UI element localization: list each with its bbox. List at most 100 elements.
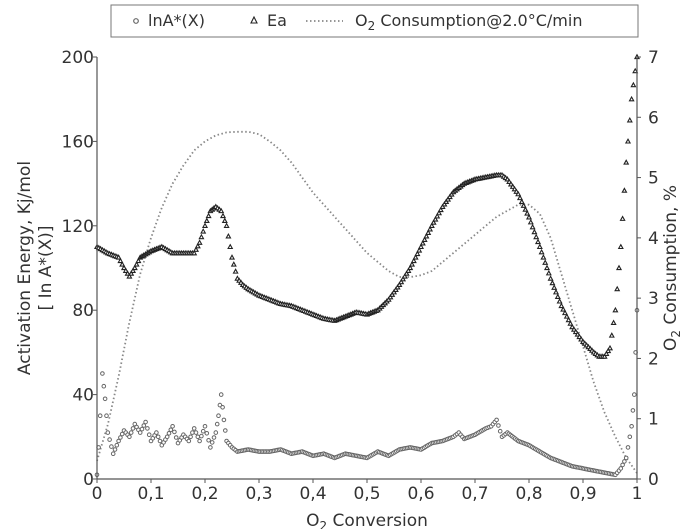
ea-point [405,267,412,273]
lna-point [170,424,175,429]
y-right-tick-label: 3 [648,289,659,309]
ea-point [545,269,552,276]
ea-point [223,222,230,228]
y-right-tick-label: 0 [648,470,659,490]
ea-point [425,229,432,235]
lna-point [141,423,147,428]
ea-point [115,254,122,260]
ea-point [534,238,542,245]
ea-point [437,206,444,213]
ea-point [394,284,401,290]
lna-point [119,431,125,437]
lna-point [173,435,179,440]
ea-point [133,261,140,267]
lna-point [220,405,225,410]
lna-point [107,437,112,442]
lna-point [114,442,120,448]
lna-point [223,428,228,433]
lna-point [155,434,161,440]
ea-point [432,216,439,222]
lna-point [632,392,637,397]
lna-point [188,434,193,440]
ea-point [554,293,561,299]
ea-point [542,259,549,265]
ea-point [552,288,560,295]
ea-point [408,261,416,267]
ea-point [516,194,524,201]
ea-point [518,198,525,205]
lna-point [172,429,177,435]
ea-point [606,344,614,351]
ea-point [563,313,570,319]
ea-point [399,275,407,282]
ea-point [444,196,452,202]
lna-point [622,459,627,464]
ea-point [227,243,234,250]
ea-point [135,257,142,264]
x-tick-label: 0,3 [245,484,272,504]
ea-point [128,270,135,276]
lna-point [211,435,217,440]
ea-point [522,206,529,212]
lna-point [116,438,121,444]
ea-point [628,95,635,102]
y-right-tick-label: 6 [648,108,659,128]
lna-point [109,444,114,449]
ea-point [615,264,623,271]
x-tick-label: 0,9 [569,484,596,504]
legend-label-ea: Ea [267,11,287,30]
ea-point [561,309,569,316]
ea-point [416,247,423,253]
lna-point [130,426,136,431]
lna-point [146,432,152,438]
ea-point [560,306,567,312]
y-right-tick-label: 2 [648,349,659,369]
x-tick-label: 0,4 [299,484,326,504]
lna-point [630,408,636,413]
ea-point [630,81,637,88]
ea-point [428,222,435,228]
lna-point [191,426,197,431]
ea-point [410,257,417,264]
ea-point [621,187,628,193]
ea-point [398,278,405,285]
lna-point [199,433,204,439]
lna-point [118,435,123,440]
ea-point [624,138,632,144]
y-left-tick-label: 40 [72,386,94,406]
ea-point [626,116,633,123]
y-left-tick-label: 80 [72,301,94,321]
ea-point [194,242,201,249]
lna-point [218,392,224,397]
ea-point [608,332,615,338]
x-tick-label: 0,8 [515,484,542,504]
ea-point [446,193,453,200]
ea-point [536,243,543,250]
lna-point [97,413,103,419]
lna-point [204,431,210,436]
ea-point [551,284,558,290]
ea-point [191,249,198,256]
ea-point [205,212,212,219]
ea-point [120,264,128,271]
ea-point [198,233,205,240]
lna-point [168,427,174,433]
ea-point [122,267,129,273]
ea-point [527,218,534,225]
ea-point [439,203,446,209]
ea-point [412,254,419,260]
ea-point [565,316,572,323]
lna-point [618,466,624,471]
x-tick-label: 0,1 [137,484,164,504]
ea-point [441,201,448,207]
lna-point [623,455,629,461]
ea-point [567,320,574,326]
ea-point [605,347,612,354]
ea-point [434,212,441,219]
lna-point [221,417,227,423]
plot-area [93,53,641,478]
ea-point [558,302,565,309]
legend-circle-marker [133,18,139,24]
legend-label-lna: lnA*(X) [148,11,205,30]
